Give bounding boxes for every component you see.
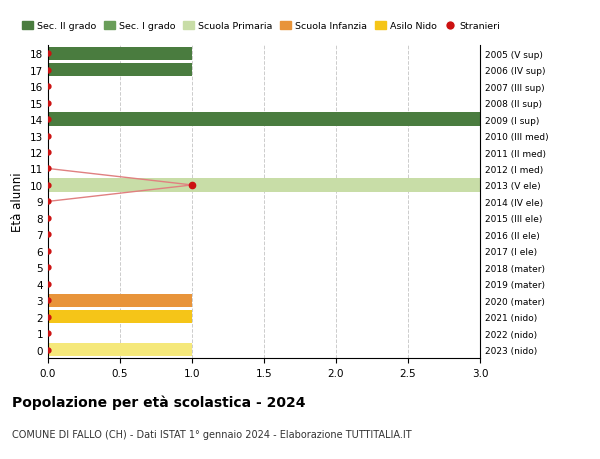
Bar (48, 64, 192, 77)
Bar (48, 48, 192, 61)
Y-axis label: Età alunni: Età alunni (11, 172, 25, 232)
Legend: Sec. II grado, Sec. I grado, Scuola Primaria, Scuola Infanzia, Asilo Nido, Stran: Sec. II grado, Sec. I grado, Scuola Prim… (18, 18, 504, 35)
Bar (48, 113, 480, 126)
Bar (48, 310, 192, 324)
Bar (48, 343, 192, 356)
Bar (48, 179, 480, 192)
Text: Popolazione per età scolastica - 2024: Popolazione per età scolastica - 2024 (12, 395, 305, 409)
Bar (48, 294, 192, 307)
Text: COMUNE DI FALLO (CH) - Dati ISTAT 1° gennaio 2024 - Elaborazione TUTTITALIA.IT: COMUNE DI FALLO (CH) - Dati ISTAT 1° gen… (12, 429, 412, 439)
